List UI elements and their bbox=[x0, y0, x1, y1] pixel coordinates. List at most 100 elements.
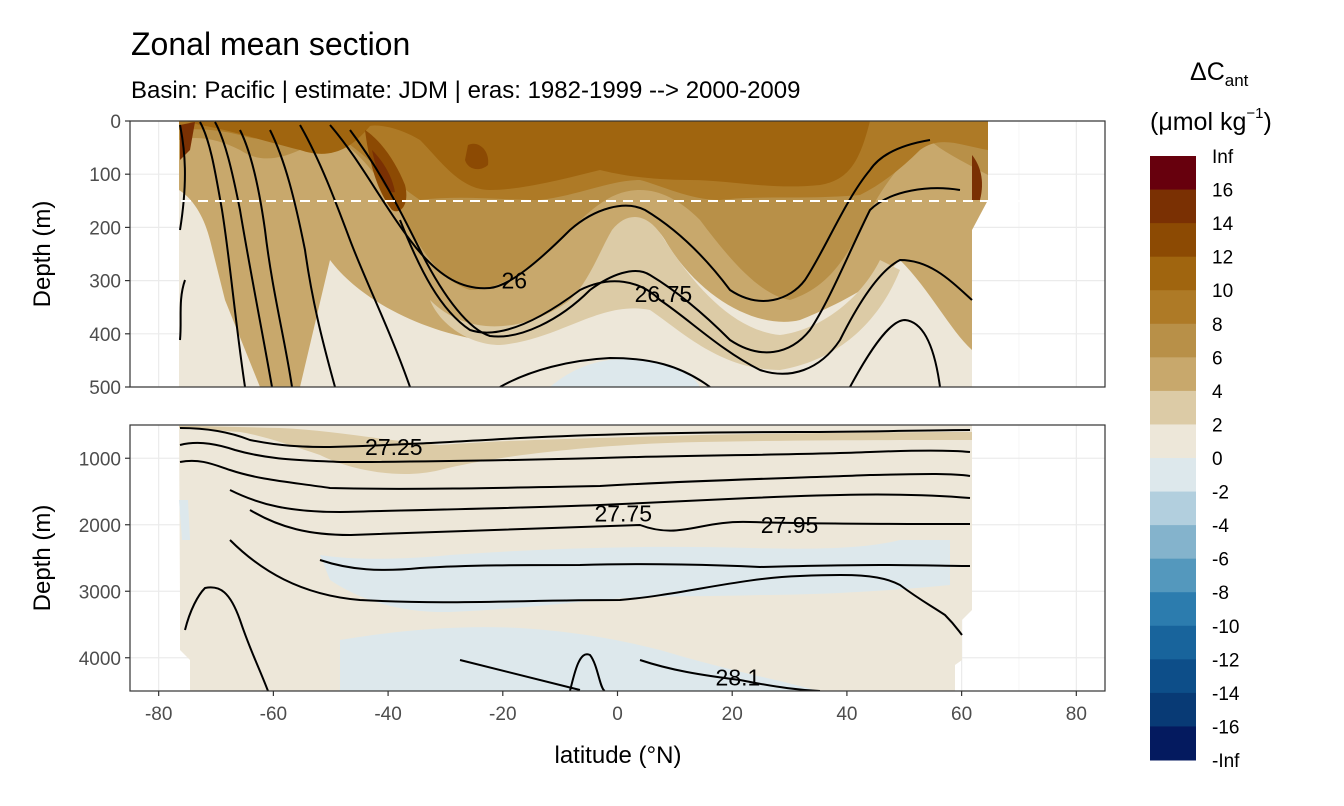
legend-label: 14 bbox=[1212, 214, 1234, 235]
legend-unit: (μmol kg−1) bbox=[1150, 105, 1272, 136]
legend-swatch bbox=[1150, 357, 1196, 392]
isopycnal-contour bbox=[239, 129, 293, 387]
isopycnal-contour bbox=[349, 129, 961, 354]
isopycnal-contour bbox=[319, 559, 971, 571]
cant-field-14-16 bbox=[372, 150, 395, 193]
isopycnal-contour bbox=[179, 459, 971, 490]
isopycnal-contour bbox=[179, 441, 971, 464]
legend-labels: Inf 16 14 12 10 8 6 4 2 0 -2 -4 -6 -8 -10 -12 -14 -16 -Inf bbox=[1212, 147, 1240, 772]
contour-label: 26.75 bbox=[635, 281, 693, 307]
legend-label: 2 bbox=[1212, 415, 1223, 436]
legend-label: -8 bbox=[1212, 583, 1229, 604]
isopycnal-contour bbox=[179, 279, 186, 341]
contour-label: 27.75 bbox=[594, 500, 652, 526]
contour-labels: 26 26.75 27.25 27.75 27.95 28.1 bbox=[365, 268, 818, 691]
x-axis: -80 -60 -40 -20 0 20 40 60 80 bbox=[145, 691, 1087, 725]
chart-subtitle: Basin: Pacific | estimate: JDM | eras: 1… bbox=[131, 77, 800, 104]
y-tick-label: 500 bbox=[89, 378, 121, 399]
legend-swatch bbox=[1150, 625, 1196, 660]
isopycnal-contour bbox=[849, 318, 941, 387]
x-tick-label: 0 bbox=[612, 704, 623, 725]
chart-title: Zonal mean section bbox=[131, 26, 410, 62]
isopycnal-contour bbox=[269, 129, 336, 387]
legend-colorbar bbox=[1150, 156, 1196, 761]
cant-field-neg2-0-south bbox=[179, 500, 190, 540]
y-tick-label: 3000 bbox=[79, 582, 121, 603]
isopycnal-contour bbox=[569, 653, 606, 691]
upper-panel-border bbox=[129, 120, 1106, 388]
x-tick-label: -20 bbox=[489, 704, 516, 725]
cant-field-4-6-mid bbox=[430, 217, 900, 370]
lower-panel-contours bbox=[179, 427, 971, 691]
isopycnal-contour bbox=[499, 356, 711, 387]
y-tick-label: 100 bbox=[89, 165, 121, 186]
y-tick-label: 1000 bbox=[79, 449, 121, 470]
isopycnal-contour bbox=[639, 659, 821, 691]
contour-label: 26 bbox=[501, 268, 527, 294]
isopycnal-contour bbox=[229, 489, 971, 514]
contour-label: 27.95 bbox=[761, 512, 819, 538]
legend-swatch bbox=[1150, 189, 1196, 224]
cant-field-0-2 bbox=[550, 359, 700, 387]
y-tick-label: 0 bbox=[110, 112, 121, 133]
legend-swatch bbox=[1150, 323, 1196, 358]
x-axis-title: latitude (°N) bbox=[555, 742, 682, 769]
lower-panel: 1000 2000 3000 4000 -80 -60 -40 -20 0 20 40 60 80 bbox=[79, 424, 1106, 725]
legend-label: -14 bbox=[1212, 684, 1240, 705]
isopycnal-contour bbox=[179, 124, 186, 231]
x-tick-label: 60 bbox=[951, 704, 972, 725]
lower-panel-field bbox=[179, 425, 972, 691]
legend-swatch bbox=[1150, 156, 1196, 191]
legend-swatch bbox=[1150, 390, 1196, 425]
x-tick-label: 40 bbox=[836, 704, 857, 725]
legend-label: 0 bbox=[1212, 449, 1223, 470]
cant-field-12-14-east bbox=[465, 143, 489, 170]
legend-label: -6 bbox=[1212, 550, 1229, 571]
x-tick-label: -80 bbox=[145, 704, 172, 725]
y-tick-label: 4000 bbox=[79, 649, 121, 670]
legend-swatch bbox=[1150, 592, 1196, 627]
x-tick-label: 20 bbox=[722, 704, 743, 725]
contour-label: 28.1 bbox=[716, 665, 761, 691]
x-tick-label: -60 bbox=[260, 704, 287, 725]
legend-label: -12 bbox=[1212, 650, 1239, 671]
legend-label: 12 bbox=[1212, 248, 1233, 269]
legend-title: ΔCant bbox=[1190, 58, 1249, 90]
legend-label: -4 bbox=[1212, 516, 1229, 537]
isopycnal-contour bbox=[184, 586, 269, 691]
legend-label: -10 bbox=[1212, 617, 1239, 638]
upper-panel-contours bbox=[179, 121, 973, 387]
y-tick-label: 400 bbox=[89, 325, 121, 346]
legend-swatch bbox=[1150, 491, 1196, 526]
legend-swatch bbox=[1150, 558, 1196, 593]
cant-field-2-4 bbox=[179, 190, 260, 387]
upper-panel-y-axis: 0 100 200 300 400 500 bbox=[89, 112, 130, 399]
legend-label: Inf bbox=[1212, 147, 1234, 168]
legend-label: 10 bbox=[1212, 281, 1233, 302]
legend-swatch bbox=[1150, 458, 1196, 493]
y-axis-title-upper: Depth (m) bbox=[29, 201, 56, 308]
legend-swatch bbox=[1150, 256, 1196, 291]
legend-swatch bbox=[1150, 659, 1196, 694]
isopycnal-contour bbox=[299, 124, 411, 387]
lower-panel-y-axis: 1000 2000 3000 4000 bbox=[79, 449, 130, 670]
isopycnal-contour bbox=[214, 121, 273, 387]
upper-panel: 0 100 200 300 400 500 bbox=[89, 112, 1106, 399]
legend-label: 4 bbox=[1212, 382, 1223, 403]
legend-label: 8 bbox=[1212, 315, 1223, 336]
legend-swatch bbox=[1150, 726, 1196, 761]
x-tick-label: 80 bbox=[1066, 704, 1087, 725]
upper-panel-field bbox=[179, 121, 988, 387]
legend-swatch bbox=[1150, 692, 1196, 727]
legend-swatch bbox=[1150, 290, 1196, 325]
legend-label: -Inf bbox=[1212, 751, 1240, 772]
legend-label: -16 bbox=[1212, 717, 1239, 738]
isopycnal-contour bbox=[199, 121, 246, 387]
y-tick-label: 200 bbox=[89, 218, 121, 239]
isopycnal-contour bbox=[249, 509, 971, 537]
legend: ΔCant (μmol kg−1) Inf 16 14 12 10 8 6 4 2 0 -2 -4 -6… bbox=[1150, 58, 1272, 772]
y-tick-label: 2000 bbox=[79, 516, 121, 537]
legend-swatch bbox=[1150, 223, 1196, 258]
legend-label: 6 bbox=[1212, 348, 1223, 369]
